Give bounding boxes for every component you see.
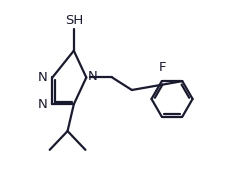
Text: N: N: [88, 70, 98, 83]
Text: N: N: [38, 98, 48, 111]
Text: N: N: [38, 71, 48, 84]
Text: SH: SH: [65, 14, 83, 27]
Text: F: F: [158, 61, 166, 74]
